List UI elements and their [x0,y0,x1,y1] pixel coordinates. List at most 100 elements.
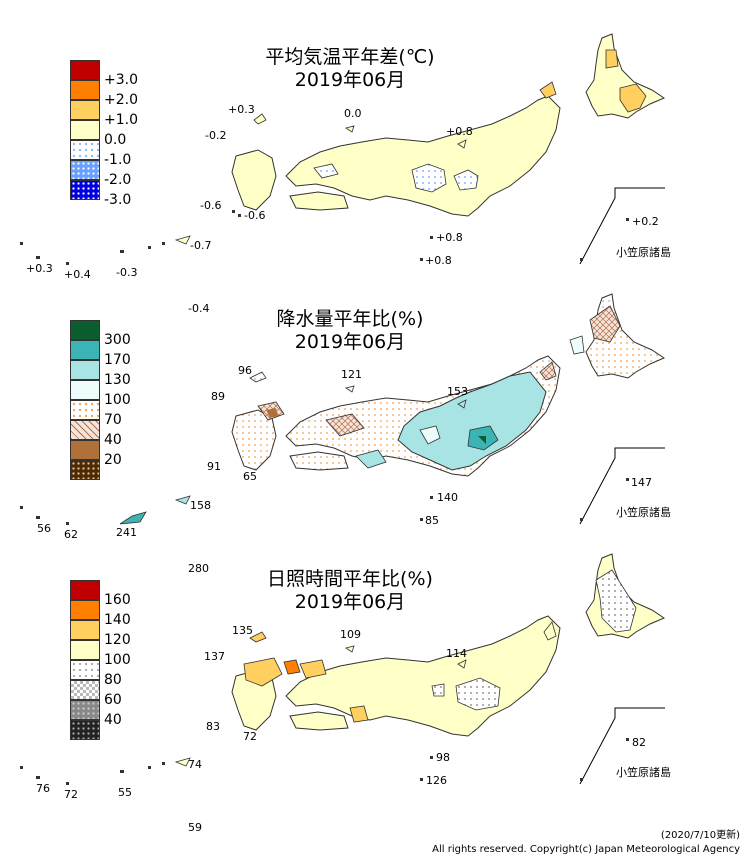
legend-swatch [70,380,100,400]
legend-label: -3.0 [104,192,132,208]
cool-area-1 [411,163,447,193]
station-value: 137 [204,650,225,663]
sunshine-map [20,553,666,785]
station-value: 126 [426,774,447,787]
honshu [285,95,561,217]
hokkaido-warm-2 [605,49,619,69]
bonin-islands-label: 小笠原諸島 [616,506,671,519]
station-value: 59 [188,821,202,834]
bonin-islands-label: 小笠原諸島 [616,766,671,779]
station-value: 241 [116,526,137,539]
legend-swatch [70,700,100,720]
precipitation-title-line2: 2019年06月 [294,331,406,353]
legend-swatch [70,580,100,600]
legend-swatch [70,620,100,640]
station-value: -0.3 [116,266,138,279]
legend-swatch [70,140,100,160]
station-value: 140 [437,491,458,504]
legend-label: 100 [104,392,131,408]
legend-swatch [70,640,100,660]
bonin-islands-label: 小笠原諸島 [616,246,671,259]
precipitation-map [20,293,666,525]
temperature-map [20,33,666,265]
legend-label: 130 [104,372,131,388]
hokkaido-warm [619,83,647,113]
station-value: +0.8 [425,254,452,267]
station-value: -0.6 [244,209,266,222]
legend-label: 40 [104,432,122,448]
legend-swatch [70,460,100,480]
bonin-inset-frame [579,707,665,785]
station-value: +0.3 [26,262,53,275]
legend-swatch [70,100,100,120]
station-value: +0.4 [64,268,91,281]
station-value: 0.0 [344,107,362,120]
legend-swatch [70,720,100,740]
precipitation-title-line1: 降水量平年比(%) [276,308,424,330]
update-date: (2020/7/10更新) [660,830,740,841]
station-value: +0.2 [632,215,659,228]
station-value: 56 [37,522,51,535]
kyushu [231,149,277,211]
legend-label: +1.0 [104,112,138,128]
station-value: 98 [436,751,450,764]
station-value: 89 [211,390,225,403]
station-value: 72 [64,788,78,801]
legend-swatch [70,120,100,140]
bonin-inset-frame [579,447,665,525]
legend-label: 140 [104,612,131,628]
legend-label: 60 [104,692,122,708]
station-value: -0.6 [200,199,222,212]
legend-label: 20 [104,452,122,468]
legend-swatch [70,440,100,460]
legend-swatch [70,180,100,200]
station-value: -0.4 [188,302,210,315]
station-value: -0.2 [205,129,227,142]
legend-swatch [70,360,100,380]
station-value: 158 [190,499,211,512]
legend-swatch [70,320,100,340]
legend-swatch [70,160,100,180]
legend-swatch [70,340,100,360]
station-value: +0.3 [228,103,255,116]
legend-label: 0.0 [104,132,127,148]
precipitation-ratio-panel: 降水量平年比(%) 2019年06月 300 170 130 100 70 40… [0,280,750,560]
legend-label: -2.0 [104,172,132,188]
legend-swatch [70,400,100,420]
station-value: 153 [447,385,468,398]
station-value: 96 [238,364,252,377]
legend-label: 80 [104,672,122,688]
legend-label: 160 [104,592,131,608]
temperature-anomaly-panel: 平均気温平年差(℃) 2019年06月 +3.0 +2.0 +1.0 0.0 -… [0,0,750,281]
station-value: 55 [118,786,132,799]
legend-label: 300 [104,332,131,348]
legend-label: 70 [104,412,122,428]
station-value: +0.8 [436,231,463,244]
station-value: 109 [340,628,361,641]
hokuriku-cool [313,163,339,179]
legend-swatch [70,600,100,620]
cool-area-2 [453,169,479,191]
legend-label: 100 [104,652,131,668]
station-value: 121 [341,368,362,381]
sunshine-ratio-panel: 日照時間平年比(%) 2019年06月 160 140 120 100 80 6… [0,540,750,834]
legend-label: -1.0 [104,152,132,168]
station-value: 91 [207,460,221,473]
legend-swatch [70,660,100,680]
station-value: 83 [206,720,220,733]
legend-label: 40 [104,712,122,728]
station-value: 82 [632,736,646,749]
legend-label: +3.0 [104,72,138,88]
bonin-inset-frame [579,187,665,265]
station-value: 280 [188,562,209,575]
temperature-title-line2: 2019年06月 [294,69,406,91]
temperature-title-line1: 平均気温平年差(℃) [265,46,435,68]
legend-label: 170 [104,352,131,368]
station-value: 147 [631,476,652,489]
station-value: 62 [64,528,78,541]
station-value: -0.7 [190,239,212,252]
legend-swatch [70,60,100,80]
legend-label: 120 [104,632,131,648]
legend-swatch [70,80,100,100]
copyright: All rights reserved. Copyright(c) Japan … [432,844,740,855]
